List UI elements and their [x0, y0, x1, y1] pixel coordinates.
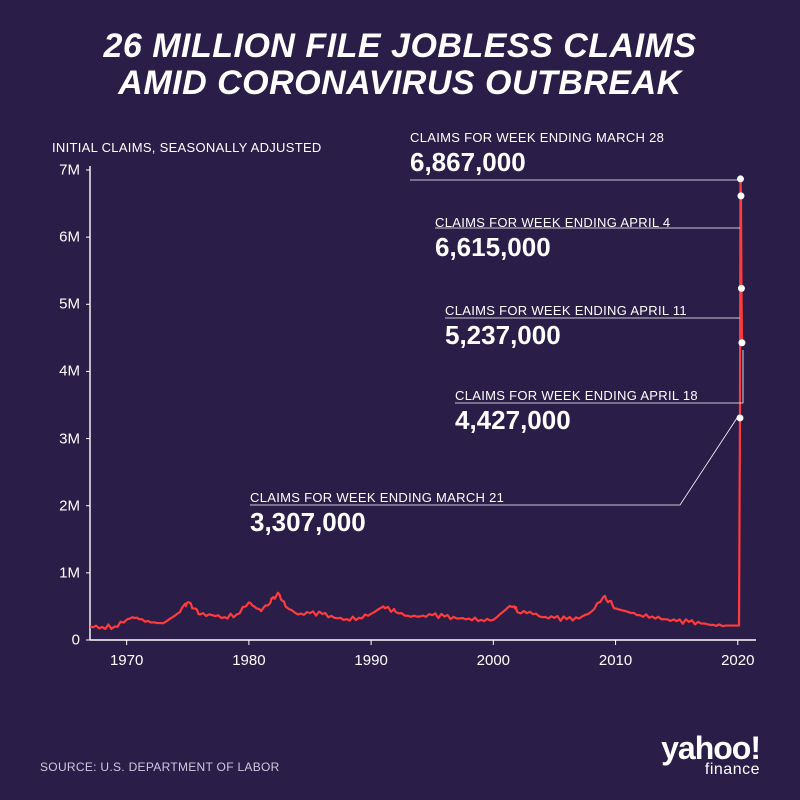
x-tick-label: 1970 [110, 652, 143, 669]
yahoo-finance-logo: yahoo! finance [661, 732, 760, 778]
callout-value: 4,427,000 [455, 405, 755, 436]
callout-value: 5,237,000 [445, 320, 745, 351]
x-tick-label: 2000 [477, 652, 510, 669]
y-tick-label: 4M [59, 363, 80, 380]
callout-label: CLAIMS FOR WEEK ENDING MARCH 21 [250, 490, 570, 505]
title-line-2: AMID CORONAVIRUS OUTBREAK [118, 64, 681, 102]
y-tick-label: 3M [59, 430, 80, 447]
y-tick-label: 7M [59, 162, 80, 179]
y-tick-label: 1M [59, 564, 80, 581]
callout-apr4: CLAIMS FOR WEEK ENDING APRIL 4 6,615,000 [435, 215, 735, 263]
y-tick-label: 0 [72, 632, 80, 649]
callout-value: 3,307,000 [250, 507, 570, 538]
callout-label: CLAIMS FOR WEEK ENDING MARCH 28 [410, 130, 730, 145]
x-tick-label: 2020 [721, 652, 754, 669]
callout-value: 6,615,000 [435, 232, 735, 263]
x-tick-label: 1980 [232, 652, 265, 669]
callout-label: CLAIMS FOR WEEK ENDING APRIL 18 [455, 388, 755, 403]
page-title: 26 MILLION FILE JOBLESS CLAIMS AMID CORO… [0, 0, 800, 113]
callout-value: 6,867,000 [410, 147, 730, 178]
y-tick-label: 5M [59, 296, 80, 313]
callout-label: CLAIMS FOR WEEK ENDING APRIL 4 [435, 215, 735, 230]
callout-mar21: CLAIMS FOR WEEK ENDING MARCH 21 3,307,000 [250, 490, 570, 538]
y-tick-label: 6M [59, 229, 80, 246]
callout-apr11: CLAIMS FOR WEEK ENDING APRIL 11 5,237,000 [445, 303, 745, 351]
x-tick-label: 1990 [354, 652, 387, 669]
callout-apr18: CLAIMS FOR WEEK ENDING APRIL 18 4,427,000 [455, 388, 755, 436]
chart-area: 0 1M 2M 3M 4M 5M 6M 7M 1970 1980 1990 2000 2010 2020… [40, 160, 760, 680]
y-tick-label: 2M [59, 497, 80, 514]
source-footer: SOURCE: U.S. DEPARTMENT OF LABOR [40, 760, 280, 774]
chart-subtitle: INITIAL CLAIMS, SEASONALLY ADJUSTED [52, 140, 322, 155]
callout-label: CLAIMS FOR WEEK ENDING APRIL 11 [445, 303, 745, 318]
title-line-1: 26 MILLION FILE JOBLESS CLAIMS [103, 27, 696, 65]
x-tick-label: 2010 [599, 652, 632, 669]
callout-mar28: CLAIMS FOR WEEK ENDING MARCH 28 6,867,000 [410, 130, 730, 178]
